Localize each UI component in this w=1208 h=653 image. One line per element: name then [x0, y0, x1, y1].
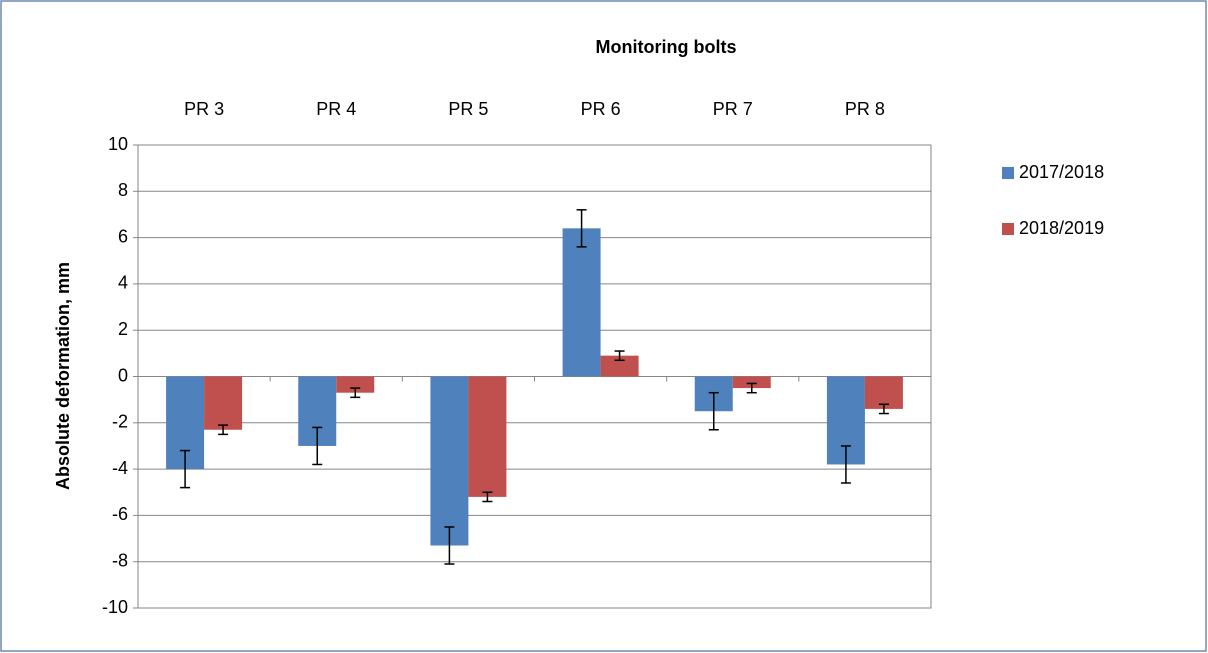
- y-tick-label: -4: [112, 458, 128, 478]
- error-bar: [746, 382, 757, 394]
- x-tick-label: PR 4: [316, 99, 356, 119]
- x-tick-label: PR 5: [448, 99, 488, 119]
- error-bar: [576, 209, 587, 248]
- y-tick-label: -10: [102, 597, 128, 617]
- error-bar: [350, 387, 361, 399]
- legend-label: 2017/2018: [1019, 162, 1104, 182]
- y-tick-label: 2: [118, 319, 128, 339]
- x-tick-label: PR 8: [845, 99, 885, 119]
- bar: [864, 376, 903, 409]
- error-bar: [614, 350, 625, 362]
- chart-title: Monitoring bolts: [596, 37, 737, 57]
- y-tick-label: 0: [118, 365, 128, 385]
- error-bar: [708, 391, 719, 431]
- error-bar: [878, 403, 889, 415]
- x-tick-label: PR 7: [713, 99, 753, 119]
- bar: [468, 376, 507, 497]
- legend-swatch: [1002, 167, 1014, 179]
- error-bar: [444, 526, 455, 565]
- error-bar: [180, 449, 191, 489]
- x-tick-label: PR 3: [184, 99, 224, 119]
- y-tick-label: 6: [118, 226, 128, 246]
- legend-label: 2018/2019: [1019, 218, 1104, 238]
- y-tick-label: -6: [112, 504, 128, 524]
- error-bar: [482, 491, 493, 503]
- y-tick-label: 4: [118, 273, 128, 293]
- x-tick-label: PR 6: [581, 99, 621, 119]
- y-tick-label: 10: [108, 134, 128, 154]
- y-tick-label: -8: [112, 550, 128, 570]
- bar: [562, 228, 601, 377]
- bar: [600, 355, 639, 377]
- y-tick-label: -2: [112, 412, 128, 432]
- bar: [732, 376, 771, 389]
- bar: [430, 376, 469, 546]
- bar: [336, 376, 375, 393]
- error-bar: [218, 424, 229, 436]
- bar: [204, 376, 243, 430]
- error-bar: [840, 445, 851, 484]
- legend-swatch: [1002, 223, 1014, 235]
- y-tick-label: 8: [118, 180, 128, 200]
- error-bar: [312, 426, 323, 466]
- y-axis-label: Absolute deformation, mm: [53, 262, 73, 490]
